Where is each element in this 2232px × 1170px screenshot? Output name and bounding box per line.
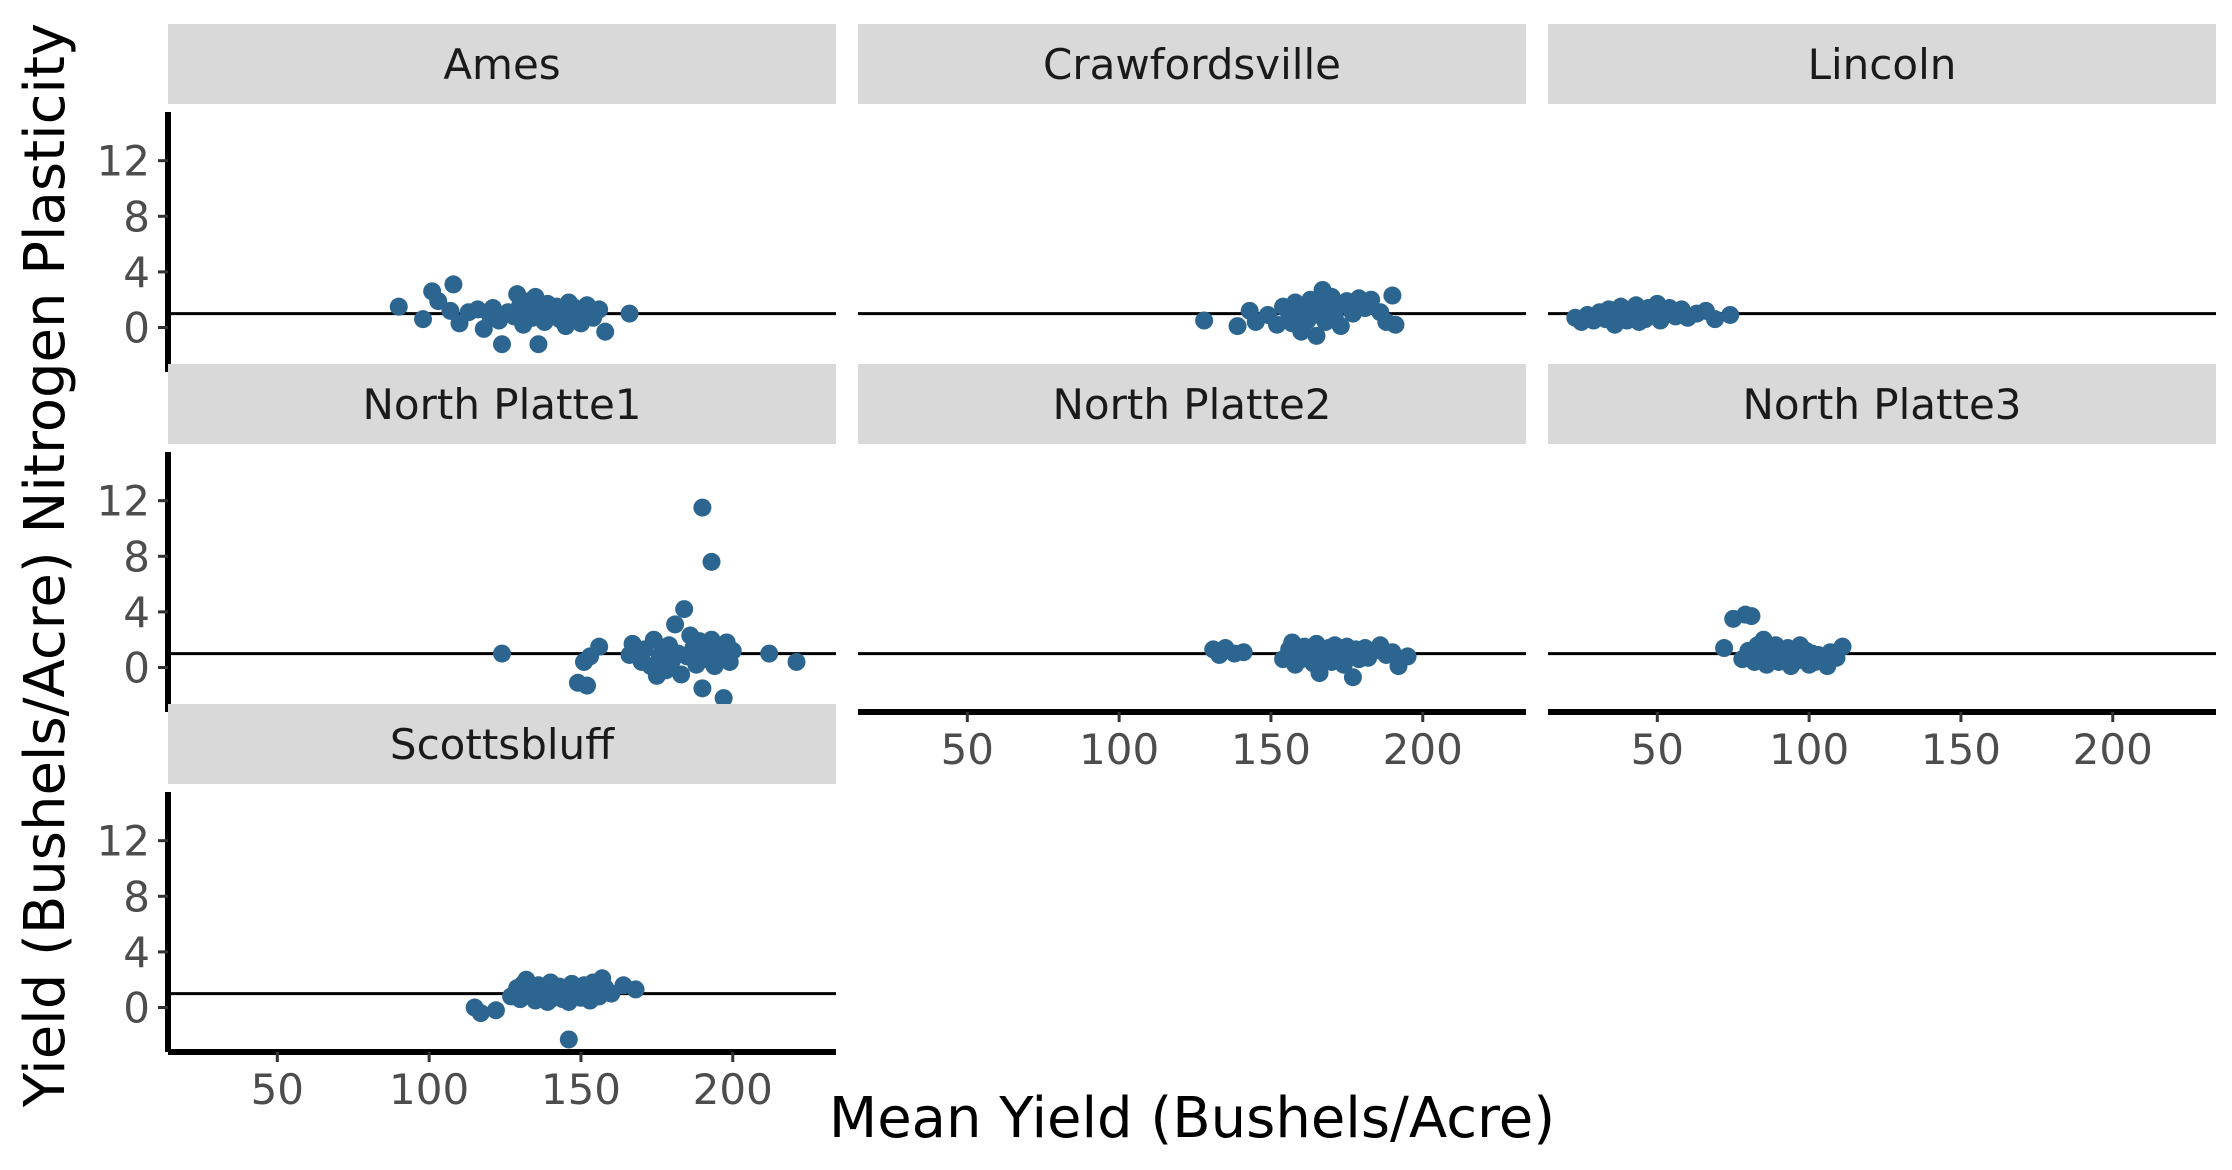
data-point-crawfordsville (1195, 311, 1214, 330)
data-point-north-platte1 (714, 689, 733, 708)
data-point-north-platte3 (1833, 637, 1852, 656)
x-tick-label-scottsbluff: 50 (251, 1065, 304, 1114)
data-point-ames (441, 301, 460, 320)
panel-north-platte3: North Platte3 50 100 150 200 (1548, 364, 2216, 774)
x-tick-label-north-platte3: 150 (1921, 725, 2001, 774)
data-point-north-platte1 (578, 676, 597, 695)
data-point-crawfordsville (1383, 286, 1402, 305)
data-point-crawfordsville (1307, 326, 1326, 345)
data-point-crawfordsville (1386, 315, 1405, 334)
y-tick-label-scottsbluff: 4 (123, 928, 150, 977)
data-point-north-platte2 (1398, 647, 1417, 666)
panel-lincoln: Lincoln (1548, 24, 2216, 334)
x-tick-label-scottsbluff: 200 (693, 1065, 773, 1114)
x-tick-label-north-platte2: 200 (1383, 725, 1463, 774)
x-tick-label-north-platte2: 150 (1231, 725, 1311, 774)
data-point-ames (590, 300, 609, 319)
data-point-crawfordsville (1228, 317, 1247, 336)
panel-scottsbluff: Scottsbluff 0 4 8 12 50 100 150 200 (97, 704, 836, 1114)
data-point-north-platte3 (1715, 639, 1734, 658)
y-tick-label-scottsbluff: 8 (123, 872, 150, 921)
strip-label-lincoln: Lincoln (1808, 40, 1957, 89)
strip-label-north-platte2: North Platte2 (1052, 380, 1331, 429)
panel-crawfordsville: Crawfordsville (858, 24, 1526, 345)
data-point-north-platte1 (666, 615, 685, 634)
panel-north-platte1: North Platte1 0 4 8 12 (97, 364, 836, 712)
x-tick-label-north-platte2: 50 (941, 725, 994, 774)
data-point-ames (620, 304, 639, 323)
strip-label-crawfordsville: Crawfordsville (1043, 40, 1341, 89)
data-point-crawfordsville (1268, 315, 1287, 334)
strip-label-north-platte1: North Platte1 (362, 380, 641, 429)
data-point-north-platte1 (760, 644, 779, 663)
x-tick-label-north-platte3: 200 (2073, 725, 2153, 774)
data-point-north-platte1 (693, 679, 712, 698)
y-tick-label-north-platte1: 0 (123, 644, 150, 693)
data-point-ames (474, 319, 493, 338)
y-tick-label-ames: 0 (123, 304, 150, 353)
data-point-lincoln (1706, 310, 1724, 329)
y-tick-label-ames: 12 (97, 137, 150, 186)
strip-lincoln (1548, 24, 2216, 104)
y-tick-label-scottsbluff: 0 (123, 984, 150, 1033)
x-tick-label-scottsbluff: 100 (389, 1065, 469, 1114)
data-point-ames (429, 292, 448, 311)
strip-scottsbluff (168, 704, 836, 784)
strip-label-ames: Ames (443, 40, 560, 89)
strip-north-platte3 (1548, 364, 2216, 444)
data-point-ames (389, 297, 408, 316)
strip-label-north-platte3: North Platte3 (1742, 380, 2021, 429)
strip-ames (168, 24, 836, 104)
data-point-ames (414, 310, 433, 329)
y-axis-title: Yield (Bushels/Acre) Nitrogen Plasticity (13, 23, 78, 1108)
strip-north-platte1 (168, 364, 836, 444)
data-point-lincoln (1721, 305, 1740, 324)
y-tick-label-north-platte1: 8 (123, 532, 150, 581)
x-tick-label-scottsbluff: 150 (541, 1065, 621, 1114)
data-point-north-platte1 (672, 665, 691, 684)
panel-ames: Ames 0 4 8 12 (97, 24, 836, 372)
y-tick-label-scottsbluff: 12 (97, 817, 150, 866)
data-point-scottsbluff (471, 1004, 490, 1023)
data-point-north-platte2 (1383, 643, 1402, 662)
panel-north-platte2: North Platte2 50 100 150 200 (858, 364, 1526, 774)
data-point-north-platte1 (693, 498, 712, 517)
data-point-crawfordsville (1331, 317, 1350, 336)
data-point-crawfordsville (1362, 290, 1381, 309)
data-point-ames (493, 335, 511, 354)
data-point-north-platte1 (723, 641, 742, 660)
data-point-north-platte1 (702, 552, 721, 571)
facet-panels: Ames 0 4 8 12 Crawfordsville Lincoln North Plat… (97, 24, 2216, 1114)
data-point-scottsbluff (626, 980, 645, 999)
data-point-north-platte3 (1742, 607, 1761, 626)
x-tick-label-north-platte3: 50 (1631, 725, 1684, 774)
strip-label-scottsbluff: Scottsbluff (390, 720, 615, 769)
data-point-north-platte1 (493, 644, 511, 663)
y-tick-label-ames: 8 (123, 192, 150, 241)
data-point-north-platte2 (1310, 664, 1329, 683)
strip-north-platte2 (858, 364, 1526, 444)
data-point-ames (596, 322, 615, 341)
y-tick-label-north-platte1: 4 (123, 588, 150, 637)
data-point-north-platte1 (590, 637, 609, 656)
data-point-ames (444, 275, 463, 294)
y-tick-label-north-platte1: 12 (97, 477, 150, 526)
x-axis-title: Mean Yield (Bushels/Acre) (829, 1086, 1555, 1151)
data-point-north-platte2 (1234, 643, 1253, 662)
data-point-scottsbluff (486, 1001, 505, 1020)
data-point-north-platte1 (675, 600, 694, 619)
data-point-north-platte1 (787, 652, 806, 671)
data-point-north-platte2 (1343, 668, 1362, 687)
data-point-ames (529, 335, 548, 354)
x-tick-label-north-platte2: 100 (1079, 725, 1159, 774)
data-point-scottsbluff (559, 1030, 578, 1049)
x-tick-label-north-platte3: 100 (1769, 725, 1849, 774)
y-tick-label-ames: 4 (123, 248, 150, 297)
strip-crawfordsville (858, 24, 1526, 104)
